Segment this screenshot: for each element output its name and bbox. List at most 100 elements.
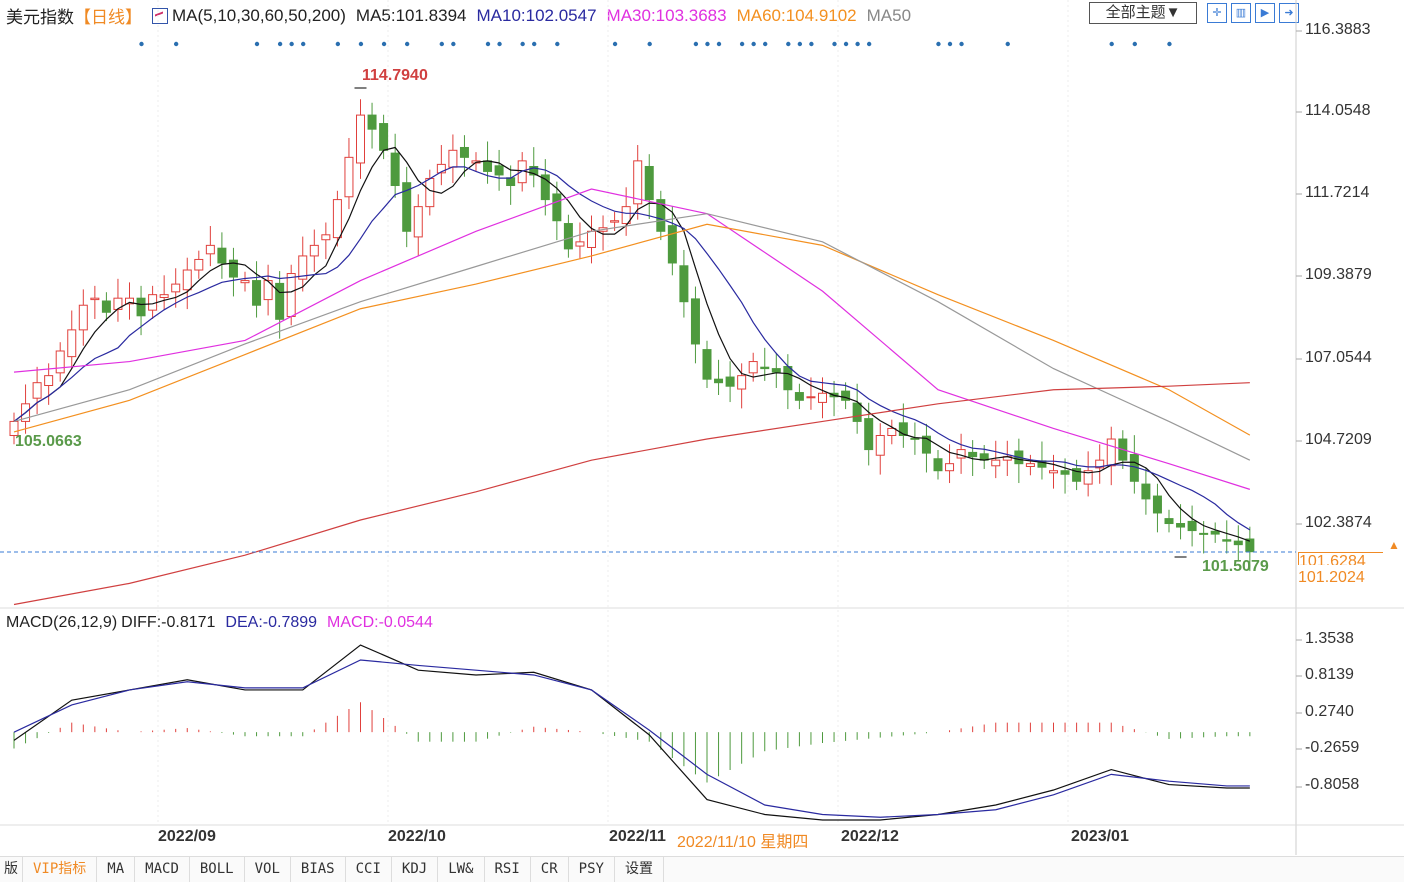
candle-body (425, 177, 435, 208)
candle-body (494, 165, 504, 176)
event-marker (809, 41, 814, 47)
candle-body (1152, 495, 1162, 514)
candle-body (1222, 539, 1232, 542)
candle-body (690, 298, 700, 345)
candle-body (1083, 470, 1093, 485)
bar-chart-icon[interactable]: ▥ (1231, 3, 1251, 23)
tab-vol[interactable]: VOL (245, 857, 291, 882)
candle-body (1199, 532, 1209, 535)
candle-body (332, 199, 342, 239)
event-marker (947, 41, 953, 47)
candle-body (806, 396, 816, 399)
price-axis-label: 114.0548 (1305, 102, 1371, 119)
tab-cci[interactable]: CCI (346, 857, 392, 882)
tab-ma[interactable]: MA (97, 857, 136, 882)
period-selector[interactable]: 【日线】 (74, 8, 142, 27)
macd-axis-label: 0.8139 (1305, 666, 1354, 683)
candle-body (1106, 438, 1116, 467)
candle-body (887, 427, 897, 437)
tab-settings[interactable]: 设置 (615, 857, 664, 882)
ma-settings-icon[interactable] (152, 7, 168, 24)
candle-body (344, 156, 354, 198)
candle-body (956, 449, 966, 459)
candle-body (714, 378, 724, 384)
candle-body (136, 297, 146, 317)
dea-value: DEA:-0.7899 (225, 614, 318, 631)
tab-rsi[interactable]: RSI (485, 857, 531, 882)
candle-body (321, 234, 331, 241)
candle-body (852, 402, 862, 422)
candle-body (32, 382, 42, 399)
candle-body (702, 349, 712, 380)
event-marker (612, 41, 618, 47)
event-marker (439, 41, 444, 47)
candle-body (968, 451, 978, 458)
candle-body (217, 247, 227, 264)
candle-body (610, 220, 620, 223)
candle-body (159, 294, 169, 298)
tab-cr[interactable]: CR (531, 857, 569, 882)
tab-ban[interactable]: 版 (0, 857, 23, 882)
date-label: 2022/12 (841, 828, 899, 845)
candle-body (275, 282, 285, 320)
candle-body (644, 165, 654, 201)
price-axis-label: 111.7214 (1305, 184, 1370, 201)
candle-body (205, 244, 215, 255)
ma10-line (13, 166, 1251, 531)
event-marker (1167, 41, 1172, 47)
candle-body (1072, 468, 1082, 482)
tab-psy[interactable]: PSY (569, 857, 615, 882)
candle-body (725, 376, 735, 387)
candle-body (1060, 470, 1070, 475)
candle-body (44, 375, 54, 387)
tab-boll[interactable]: BOLL (190, 857, 245, 882)
date-label: 2022/11 (609, 828, 666, 845)
candle-body (1049, 470, 1058, 474)
event-marker (1005, 41, 1010, 47)
candle-body (413, 206, 423, 238)
candle-body (552, 193, 562, 222)
chart-header: 美元指数 【日线】 MA(5,10,30,60,50,200) MA5:101.… (6, 3, 911, 28)
candle-body (78, 304, 88, 331)
tab-bias[interactable]: BIAS (291, 857, 346, 882)
candle-body (402, 182, 412, 232)
price-axis-label: 109.3879 (1305, 266, 1372, 283)
candle-body (875, 435, 885, 456)
tab-kdj[interactable]: KDJ (392, 857, 439, 882)
event-marker (301, 41, 306, 47)
tab-lwr[interactable]: LW& (438, 857, 485, 882)
event-marker (555, 41, 560, 47)
event-marker (381, 41, 387, 47)
macd-axis-label: 0.2740 (1305, 703, 1354, 720)
ma10-value: MA10:102.0547 (476, 5, 597, 25)
ma30-line (13, 188, 1251, 490)
scroll-up-icon[interactable]: ▲ (1388, 538, 1400, 552)
crosshair-icon[interactable]: ✛ (1207, 3, 1227, 23)
tab-macd[interactable]: MACD (135, 857, 190, 882)
event-marker (404, 41, 410, 47)
macd-params: MACD(26,12,9) (6, 614, 118, 631)
event-marker (751, 41, 756, 47)
price-axis-label: 107.0544 (1305, 349, 1372, 366)
candle-body (1210, 530, 1220, 535)
event-marker (739, 41, 745, 47)
candle-body (356, 114, 365, 164)
theme-dropdown[interactable]: 全部主题▼ (1089, 2, 1197, 24)
event-marker (936, 41, 941, 47)
event-marker (520, 41, 525, 47)
play-chart-icon[interactable]: ▶ (1255, 3, 1275, 23)
candle-body (737, 375, 747, 390)
candle-body (390, 152, 400, 187)
exit-icon[interactable]: ➜ (1279, 3, 1299, 23)
tab-vip[interactable]: VIP指标 (23, 857, 98, 882)
dea-line (13, 659, 1250, 818)
macd-value: MACD:-0.0544 (327, 614, 433, 631)
crosshair-date-label: 2022/11/10 星期四 (677, 828, 809, 852)
candle-body (794, 392, 804, 401)
event-marker (1109, 41, 1114, 47)
high-price-label: 114.7940 (362, 67, 428, 84)
candle-body (679, 265, 689, 303)
event-marker (763, 41, 768, 47)
